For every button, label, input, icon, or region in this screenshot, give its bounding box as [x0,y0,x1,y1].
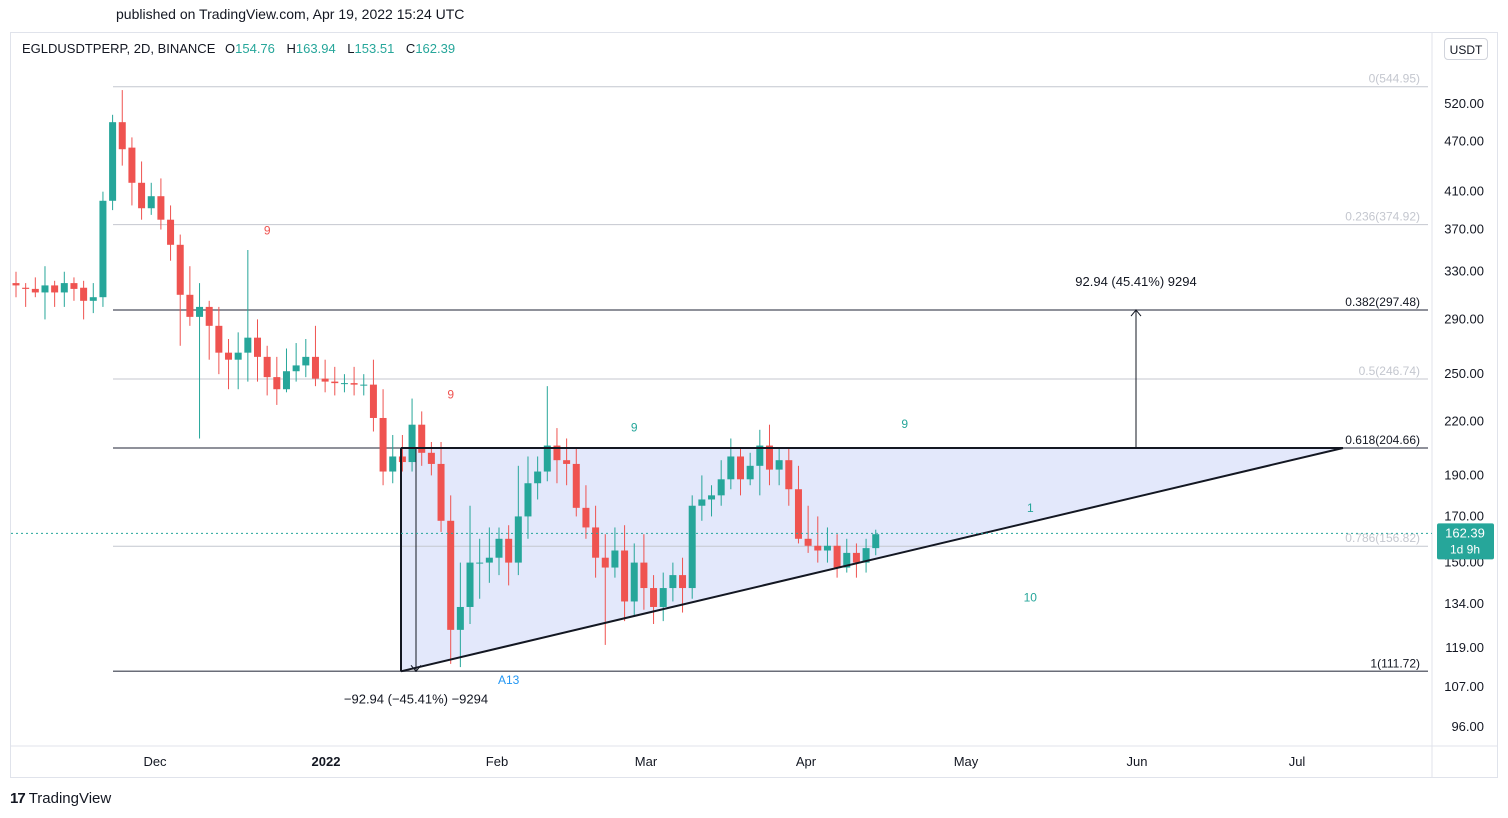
low-value: 153.51 [354,41,395,56]
symbol-legend: EGLDUSDTPERP, 2D, BINANCE O154.76 H163.9… [22,41,463,56]
tradingview-footer: 17 TradingView [10,790,111,807]
published-caption: published on TradingView.com, Apr 19, 20… [116,6,465,22]
symbol-name[interactable]: EGLDUSDTPERP, 2D, BINANCE [22,41,216,56]
tradingview-brand: TradingView [28,790,112,807]
open-value: 154.76 [235,41,275,56]
low-label: L [347,41,355,56]
close-label: C [405,41,416,56]
close-value: 162.39 [415,41,456,56]
chart-frame [10,32,1498,778]
currency-button[interactable]: USDT [1444,38,1488,60]
open-label: O [225,41,236,56]
high-value: 163.94 [295,41,336,56]
tradingview-logo-icon: 17 [10,790,26,807]
high-label: H [286,41,296,56]
